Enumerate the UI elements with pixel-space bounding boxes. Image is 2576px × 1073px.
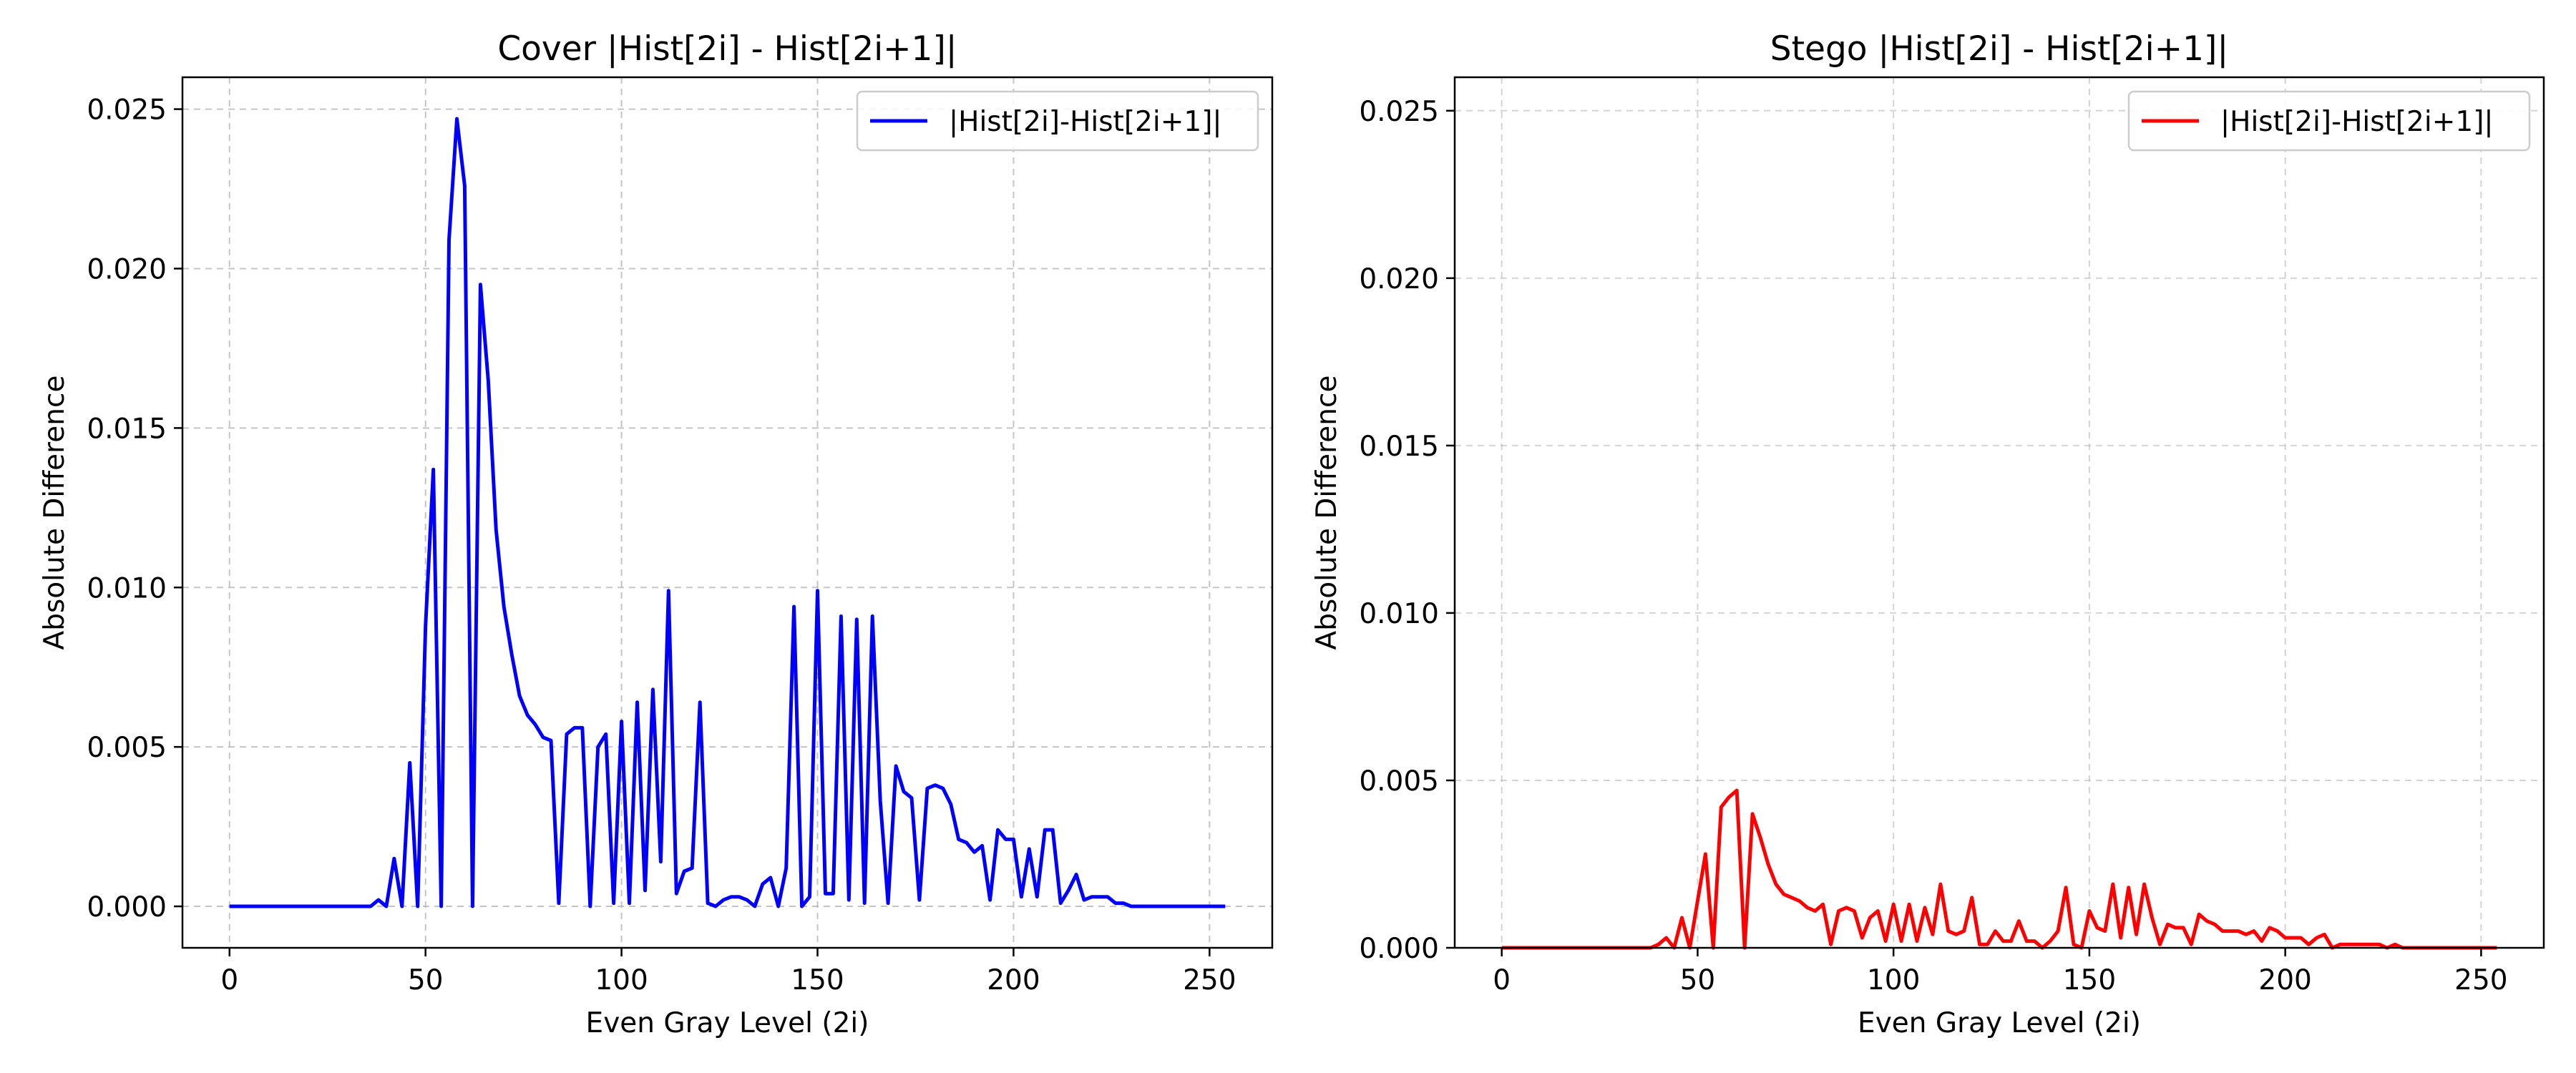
stego-series-line (1501, 788, 2497, 950)
cover-x-tick: 50 (408, 948, 444, 996)
stego-y-tick: 0.010 (1359, 598, 1455, 630)
stego-x-tick: 150 (2063, 948, 2116, 996)
cover-y-tick: 0.025 (87, 94, 182, 127)
cover-x-tick-label: 250 (1183, 964, 1236, 996)
stego-y-tick-label: 0.025 (1359, 96, 1439, 128)
cover-x-tick-label: 0 (220, 964, 238, 996)
cover-y-tick: 0.015 (87, 413, 182, 445)
stego-y-tick: 0.020 (1359, 263, 1455, 295)
cover-y-tick: 0.010 (87, 572, 182, 604)
stego-x-tick: 0 (1493, 948, 1511, 996)
cover-y-tick-label: 0.020 (87, 253, 167, 285)
stego-x-tick-label: 100 (1867, 964, 1920, 996)
cover-legend: |Hist[2i]-Hist[2i+1]| (856, 90, 1259, 152)
cover-legend-label: |Hist[2i]-Hist[2i+1]| (949, 106, 1222, 138)
cover-x-axis-label: Even Gray Level (2i) (586, 1007, 869, 1039)
stego-legend: |Hist[2i]-Hist[2i+1]| (2127, 90, 2531, 152)
stego-x-tick-label: 50 (1680, 964, 1716, 996)
cover-x-tick: 150 (791, 948, 844, 996)
stego-y-axis-label: Absolute Difference (1311, 376, 1343, 650)
stego-y-tick-label: 0.010 (1359, 598, 1439, 630)
stego-y-tick: 0.005 (1359, 765, 1455, 798)
stego-x-tick: 200 (2258, 948, 2312, 996)
cover-y-tick-label: 0.025 (87, 94, 167, 127)
cover-x-tick-label: 200 (987, 964, 1040, 996)
stego-legend-label: |Hist[2i]-Hist[2i+1]| (2220, 106, 2494, 138)
stego-y-tick: 0.015 (1359, 431, 1455, 463)
stego-y-tick: 0.025 (1359, 96, 1455, 128)
cover-y-tick: 0.000 (87, 891, 182, 923)
cover-series-line (229, 117, 1226, 908)
cover-y-tick-label: 0.005 (87, 732, 167, 764)
stego-y-tick-label: 0.000 (1359, 933, 1439, 965)
stego-chart-title: Stego |Hist[2i] - Hist[2i+1]| (1770, 29, 2228, 69)
cover-x-tick: 100 (595, 948, 648, 996)
cover-y-tick: 0.020 (87, 253, 182, 285)
cover-x-tick-label: 150 (791, 964, 844, 996)
cover-x-tick: 0 (220, 948, 238, 996)
stego-axes-frame (1453, 76, 2545, 949)
cover-x-tick: 250 (1183, 948, 1236, 996)
cover-x-tick-label: 50 (408, 964, 444, 996)
cover-axes-frame (181, 76, 1274, 949)
stego-x-tick: 100 (1867, 948, 1920, 996)
stego-y-tick-label: 0.005 (1359, 765, 1439, 798)
stego-x-tick-label: 250 (2454, 964, 2507, 996)
cover-y-tick-label: 0.000 (87, 891, 167, 923)
stego-chart: 0 50 100 150 200 250 0.000 0.005 0.010 0… (1311, 29, 2545, 1039)
cover-y-axis-label: Absolute Difference (39, 376, 71, 650)
cover-x-ticks: 0 50 100 150 200 250 (220, 948, 1236, 996)
stego-x-tick: 250 (2454, 948, 2508, 996)
stego-x-ticks: 0 50 100 150 200 250 (1493, 948, 2508, 996)
stego-y-tick-label: 0.020 (1359, 263, 1439, 295)
stego-legend-box (2127, 90, 2531, 152)
stego-y-tick: 0.000 (1359, 933, 1455, 965)
stego-y-tick-label: 0.015 (1359, 431, 1439, 463)
stego-x-tick-label: 0 (1493, 964, 1511, 996)
cover-legend-box (856, 90, 1259, 152)
stego-y-ticks: 0.000 0.005 0.010 0.015 0.020 0.025 (1359, 96, 1455, 965)
stego-x-tick: 50 (1680, 948, 1716, 996)
stego-x-axis-label: Even Gray Level (2i) (1858, 1007, 2141, 1039)
cover-x-tick-label: 100 (595, 964, 648, 996)
cover-y-tick: 0.005 (87, 732, 182, 764)
stego-x-tick-label: 150 (2063, 964, 2116, 996)
cover-y-tick-label: 0.015 (87, 413, 167, 445)
cover-x-tick: 200 (987, 948, 1040, 996)
stego-x-tick-label: 200 (2258, 964, 2311, 996)
cover-y-tick-label: 0.010 (87, 572, 167, 604)
cover-y-ticks: 0.000 0.005 0.010 0.015 0.020 0.025 (87, 94, 182, 923)
cover-chart: 0 50 100 150 200 250 0.000 0.005 0.010 0… (39, 29, 1274, 1039)
cover-chart-title: Cover |Hist[2i] - Hist[2i+1]| (497, 29, 957, 69)
